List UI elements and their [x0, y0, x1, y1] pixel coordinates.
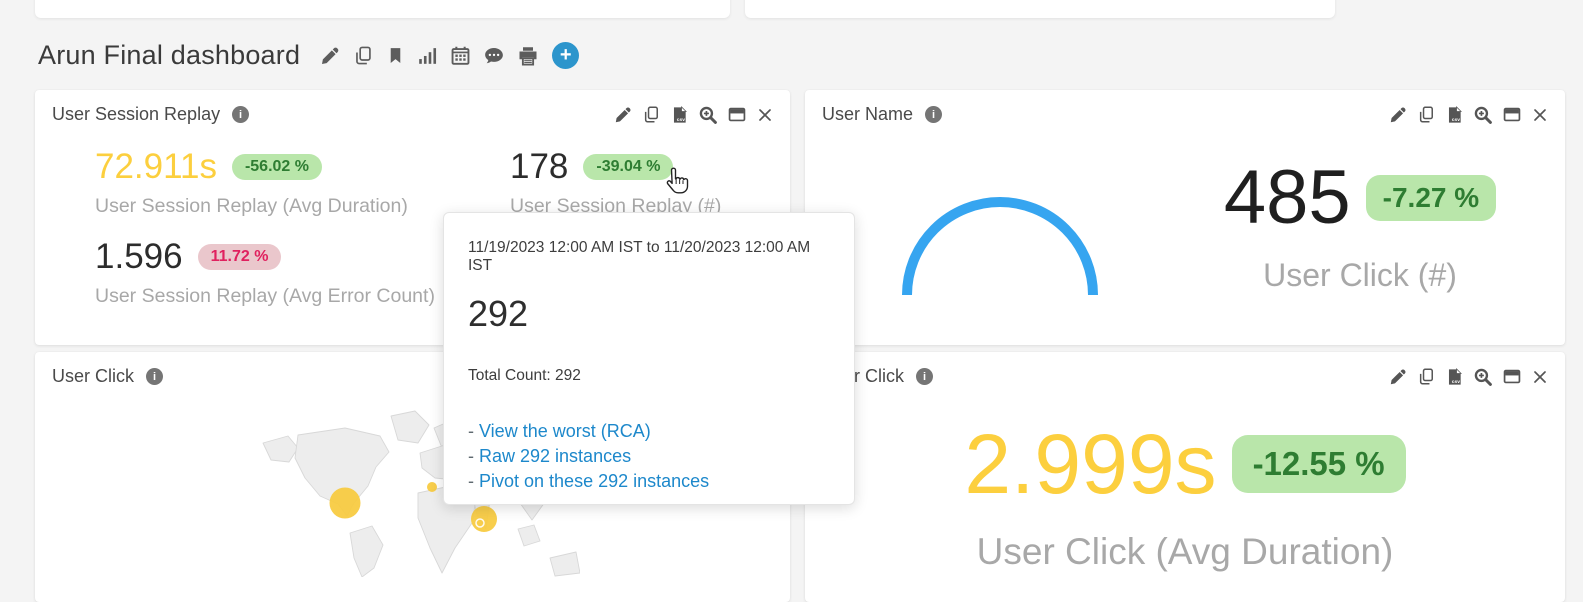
dashboard-toolbar: + — [320, 42, 580, 69]
info-icon[interactable]: i — [232, 106, 250, 123]
change-badge[interactable]: -12.55 % — [1231, 435, 1406, 494]
export-csv-icon[interactable]: csv — [1446, 105, 1463, 124]
zoom-in-icon[interactable] — [1474, 106, 1492, 124]
metric-value: 72.911s — [95, 147, 217, 186]
edit-icon[interactable] — [614, 106, 632, 124]
copy-icon[interactable] — [1418, 368, 1435, 385]
copy-icon[interactable] — [643, 106, 660, 123]
change-badge[interactable]: 11.72 % — [197, 244, 282, 270]
metric-avg-duration: 72.911s -56.02 % User Session Replay (Av… — [95, 146, 408, 218]
info-icon[interactable]: i — [146, 368, 164, 385]
zoom-in-icon[interactable] — [1474, 368, 1492, 386]
close-icon[interactable] — [757, 107, 773, 123]
tooltip-link-row: - Raw 292 instances — [468, 446, 632, 466]
add-widget-button[interactable]: + — [552, 42, 580, 69]
change-badge[interactable]: -56.02 % — [231, 154, 322, 180]
tooltip-date-range: 11/19/2023 12:00 AM IST to 11/20/2023 12… — [468, 239, 811, 274]
map-greenland — [390, 410, 430, 444]
card-header: User Session Replay i csv — [35, 90, 790, 125]
card-actions: csv — [1389, 105, 1548, 124]
card-title: User Session Replay — [52, 104, 221, 124]
map-se-asia — [517, 524, 541, 547]
card-title: User Click — [52, 366, 135, 386]
map-alaska — [262, 435, 299, 463]
map-bubble-europe — [427, 482, 437, 492]
signal-bars-icon[interactable] — [418, 46, 437, 65]
card-header: User Click i csv — [805, 352, 1565, 387]
comment-icon[interactable] — [484, 46, 504, 66]
export-csv-icon[interactable]: csv — [1446, 367, 1463, 386]
change-badge[interactable]: -39.04 % — [583, 154, 674, 180]
metric-label: User Click (Avg Duration) — [976, 530, 1394, 572]
gauge-arc — [902, 197, 1098, 296]
tooltip-link-row: - View the worst (RCA) — [468, 421, 651, 441]
maximize-window-icon[interactable] — [1503, 368, 1521, 385]
metric-count: 178 -39.04 % User Session Replay (#) — [510, 146, 721, 218]
info-icon[interactable]: i — [916, 368, 934, 385]
metric-user-click-avg-duration: 2.999s -12.55 % User Click (Avg Duration… — [925, 414, 1445, 573]
tooltip-value: 292 — [468, 293, 529, 334]
card-title: User Name — [822, 104, 914, 124]
copy-icon[interactable] — [354, 46, 373, 65]
card-user-click-duration: User Click i csv 2.999s -12.55 % User Cl… — [805, 352, 1565, 602]
partial-card-above-left — [35, 0, 730, 18]
metric-label: User Click (#) — [1263, 257, 1457, 294]
export-csv-icon[interactable]: csv — [671, 105, 688, 124]
dashboard-header: Arun Final dashboard + — [38, 40, 580, 71]
card-user-name: User Name i csv 485 -7.27 % User Click (… — [805, 90, 1565, 345]
change-badge[interactable]: -7.27 % — [1365, 174, 1497, 221]
partial-card-above-right — [745, 0, 1335, 18]
map-bubble-india — [471, 506, 497, 532]
bookmark-icon[interactable] — [387, 46, 404, 65]
svg-text:csv: csv — [1452, 379, 1460, 384]
zoom-in-icon[interactable] — [699, 106, 717, 124]
metric-avg-error-count: 1.596 11.72 % User Session Replay (Avg E… — [95, 236, 435, 308]
tooltip-link-row: - Pivot on these 292 instances — [468, 471, 710, 491]
svg-text:csv: csv — [677, 117, 685, 122]
copy-icon[interactable] — [1418, 106, 1435, 123]
metric-label: User Session Replay (#) — [510, 195, 722, 217]
print-icon[interactable] — [518, 46, 538, 66]
view-worst-rca-link[interactable]: View the worst (RCA) — [479, 421, 651, 441]
metric-label: User Session Replay (Avg Duration) — [95, 195, 408, 217]
maximize-window-icon[interactable] — [1503, 106, 1521, 123]
card-actions: csv — [1389, 367, 1548, 386]
metric-value: 178 — [510, 147, 569, 186]
tooltip-total-count: Total Count: 292 — [468, 367, 581, 384]
card-header: User Click i — [35, 352, 790, 387]
metric-value: 1.596 — [95, 237, 183, 276]
tooltip-links: - View the worst (RCA) - Raw 292 instanc… — [468, 419, 830, 494]
map-bubble-north-america — [329, 487, 361, 519]
close-icon[interactable] — [1532, 369, 1548, 385]
edit-icon[interactable] — [1389, 106, 1407, 124]
edit-icon[interactable] — [1389, 368, 1407, 386]
map-south-america — [349, 525, 384, 577]
pivot-instances-link[interactable]: Pivot on these 292 instances — [479, 471, 710, 491]
close-icon[interactable] — [1532, 107, 1548, 123]
edit-icon[interactable] — [320, 46, 340, 66]
card-actions: csv — [614, 105, 773, 124]
metric-label: User Session Replay (Avg Error Count) — [95, 285, 435, 307]
raw-instances-link[interactable]: Raw 292 instances — [479, 446, 632, 466]
map-australia — [549, 551, 580, 577]
dashboard-title: Arun Final dashboard — [38, 40, 301, 70]
metric-hover-tooltip: 11/19/2023 12:00 AM IST to 11/20/2023 12… — [443, 212, 855, 505]
metric-value: 485 — [1223, 155, 1351, 240]
card-header: User Name i csv — [805, 90, 1565, 125]
maximize-window-icon[interactable] — [728, 106, 746, 123]
info-icon[interactable]: i — [925, 106, 943, 123]
hand-cursor-icon — [660, 167, 690, 202]
svg-text:csv: csv — [1452, 117, 1460, 122]
calendar-icon[interactable] — [451, 46, 470, 65]
map-bubble-ring — [475, 518, 485, 528]
metric-user-click-count: 485 -7.27 % User Click (#) — [1175, 152, 1545, 294]
metric-value: 2.999s — [964, 417, 1217, 511]
